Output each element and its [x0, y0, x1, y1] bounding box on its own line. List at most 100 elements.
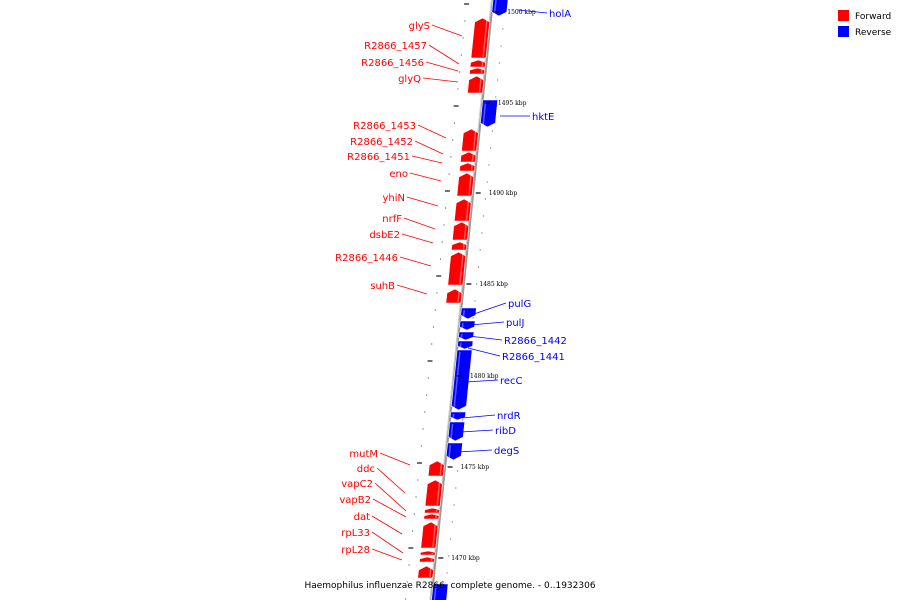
- gene-label-degs[interactable]: degS: [494, 446, 519, 457]
- gene-pulg[interactable]: [460, 307, 477, 320]
- gene-leader-dsbe2: [401, 233, 434, 244]
- tick-label: 1485 kbp: [479, 281, 508, 288]
- gene-r2866_1446[interactable]: [447, 251, 467, 286]
- gene-label-dat[interactable]: dat: [354, 512, 370, 523]
- gene-shading: [468, 174, 472, 196]
- gene-dsbe2[interactable]: [451, 241, 468, 251]
- gene-leader-nrff: [403, 217, 436, 230]
- gene-r2866_1457[interactable]: [469, 59, 486, 68]
- gene-shading: [457, 290, 460, 303]
- gene-r2866_1442[interactable]: [458, 331, 475, 341]
- gene-label-pulg[interactable]: pulG: [508, 299, 531, 310]
- gene-shading: [453, 351, 461, 410]
- gene-glys[interactable]: [470, 17, 491, 59]
- gene-rpl28[interactable]: [419, 556, 436, 563]
- gene-shading: [452, 413, 455, 420]
- label-layer: holA glyS R2866_1457 R2866_1456 glyQ hktE R286…: [335, 9, 571, 561]
- tick-label: 1475 kbp: [461, 464, 490, 471]
- gene-label-pulj[interactable]: pulJ: [506, 318, 524, 329]
- gene-label-r2866_1446[interactable]: R2866_1446: [335, 253, 398, 264]
- genome-caption: Haemophilus influenzae R2866, complete g…: [304, 581, 595, 591]
- gene-yhin[interactable]: [453, 198, 472, 222]
- gene-shading: [448, 444, 452, 460]
- gene-degs[interactable]: [445, 442, 463, 461]
- gene-leader-r2866_1442: [468, 335, 503, 341]
- gene-shading: [436, 481, 441, 506]
- gene-leader-glys: [431, 24, 463, 37]
- gene-mutm[interactable]: [427, 460, 445, 477]
- gene-fragment: [431, 583, 449, 600]
- gene-label-glys[interactable]: glyS: [409, 21, 430, 32]
- gene-label-r2866_1441[interactable]: R2866_1441: [502, 352, 565, 363]
- gene-label-ribd[interactable]: ribD: [495, 426, 516, 437]
- gene-r2866_1451[interactable]: [459, 162, 476, 172]
- gene-label-mutm[interactable]: mutM: [349, 449, 378, 460]
- gene-suhb[interactable]: [445, 288, 463, 304]
- gene-label-recc[interactable]: recC: [500, 376, 523, 387]
- gene-label-vapb2[interactable]: vapB2: [339, 495, 371, 506]
- gene-r2866_1456[interactable]: [469, 67, 486, 75]
- gene-leader-ribd: [460, 429, 494, 433]
- gene-dat[interactable]: [420, 521, 439, 549]
- gene-leader-r2866_1453: [417, 124, 447, 139]
- gene-label-glyq[interactable]: glyQ: [398, 74, 421, 85]
- gene-hkte[interactable]: [480, 99, 499, 128]
- gene-r2866_1441[interactable]: [457, 340, 474, 350]
- gene-r2866_1452[interactable]: [460, 151, 477, 163]
- gene-leader-r2866_1456: [425, 61, 459, 72]
- gene-label-yhin[interactable]: yhiN: [382, 193, 405, 204]
- gene-label-r2866_1453[interactable]: R2866_1453: [353, 121, 416, 132]
- gene-label-r2866_1457[interactable]: R2866_1457: [364, 41, 427, 52]
- gene-rpl33[interactable]: [419, 550, 436, 556]
- gene-shading: [465, 200, 470, 221]
- gene-label-ddc[interactable]: ddc: [357, 464, 375, 475]
- gene-pulj[interactable]: [459, 320, 476, 331]
- gene-leader-vapb2: [372, 498, 407, 518]
- gene-label-r2866_1452[interactable]: R2866_1452: [350, 137, 413, 148]
- gene-label-rpl33[interactable]: rpL33: [341, 528, 370, 539]
- gene-leader-dat: [371, 515, 403, 535]
- gene-label-dsbe2[interactable]: dsbE2: [369, 230, 400, 241]
- gene-label-eno[interactable]: eno: [389, 169, 408, 180]
- gene-r2866_1453[interactable]: [461, 128, 479, 152]
- gene-label-hola[interactable]: holA: [549, 9, 571, 20]
- gene-vapb2[interactable]: [423, 513, 440, 520]
- gene-shading: [482, 19, 488, 58]
- gene-label-nrdr[interactable]: nrdR: [497, 411, 521, 422]
- gene-shading: [463, 223, 467, 240]
- legend: Forward Reverse: [838, 10, 892, 38]
- gene-label-r2866_1456[interactable]: R2866_1456: [361, 58, 424, 69]
- gene-nrdr[interactable]: [449, 411, 467, 421]
- gene-eno[interactable]: [456, 172, 475, 197]
- gene-glyq[interactable]: [467, 75, 485, 94]
- tick-label: 1495 kbp: [498, 100, 527, 107]
- gene-shading: [462, 309, 465, 319]
- gene-leader-hola: [517, 9, 548, 14]
- gene-label-nrff[interactable]: nrfF: [382, 214, 402, 225]
- gene-nrff[interactable]: [452, 221, 470, 241]
- gene-leader-r2866_1451: [411, 155, 443, 164]
- gene-label-vapc2[interactable]: vapC2: [341, 479, 373, 490]
- gene-ribd[interactable]: [447, 421, 466, 442]
- tick-label: 1480 kbp: [470, 373, 499, 380]
- gene-ddc[interactable]: [424, 479, 443, 507]
- gene-leader-degs: [457, 449, 493, 453]
- gene-label-r2866_1451[interactable]: R2866_1451: [347, 152, 410, 163]
- gene-label-suhb[interactable]: suhB: [370, 281, 395, 292]
- gene-shading: [460, 333, 463, 340]
- gene-label-r2866_1442[interactable]: R2866_1442: [504, 336, 567, 347]
- gene-leader-pulg: [470, 302, 507, 316]
- gene-shading: [433, 585, 437, 600]
- gene-shading: [462, 243, 465, 250]
- gene-leader-vapc2: [374, 482, 407, 512]
- gene-leader-suhb: [396, 284, 428, 295]
- gene-leader-r2866_1441: [467, 347, 501, 357]
- gene-recc[interactable]: [451, 349, 473, 411]
- gene-vapc2[interactable]: [424, 507, 441, 514]
- gene-label-hkte[interactable]: hktE: [532, 112, 554, 123]
- gene-shading: [461, 322, 464, 330]
- gene-shading: [439, 462, 443, 476]
- tick-label: 1500 kbp: [507, 9, 536, 16]
- gene-label-rpl28[interactable]: rpL28: [341, 545, 370, 556]
- legend-label-reverse: Reverse: [855, 28, 892, 38]
